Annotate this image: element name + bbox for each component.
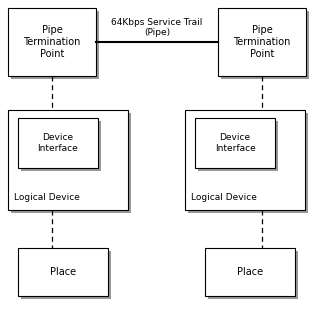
Bar (221, 11, 309, 79)
Bar (11, 11, 99, 79)
Text: 64Kbps Service Trail
(Pipe): 64Kbps Service Trail (Pipe) (111, 18, 203, 38)
Bar (8, 8, 96, 76)
Bar (208, 251, 298, 299)
Bar (205, 248, 295, 296)
Text: Device
Interface: Device Interface (215, 133, 255, 153)
Bar (11, 113, 131, 213)
Bar (198, 121, 278, 171)
Bar (218, 8, 306, 76)
Bar (21, 121, 101, 171)
Text: Place: Place (50, 267, 76, 277)
Text: Logical Device: Logical Device (191, 193, 257, 202)
Text: Logical Device: Logical Device (14, 193, 80, 202)
Bar (18, 118, 98, 168)
Text: Pipe
Termination
Point: Pipe Termination Point (233, 25, 291, 59)
Bar (21, 251, 111, 299)
Bar (188, 113, 308, 213)
Bar (195, 118, 275, 168)
Bar (185, 110, 305, 210)
Text: Pipe
Termination
Point: Pipe Termination Point (23, 25, 81, 59)
Bar (18, 248, 108, 296)
Text: Device
Interface: Device Interface (38, 133, 78, 153)
Text: Place: Place (237, 267, 263, 277)
Bar (8, 110, 128, 210)
